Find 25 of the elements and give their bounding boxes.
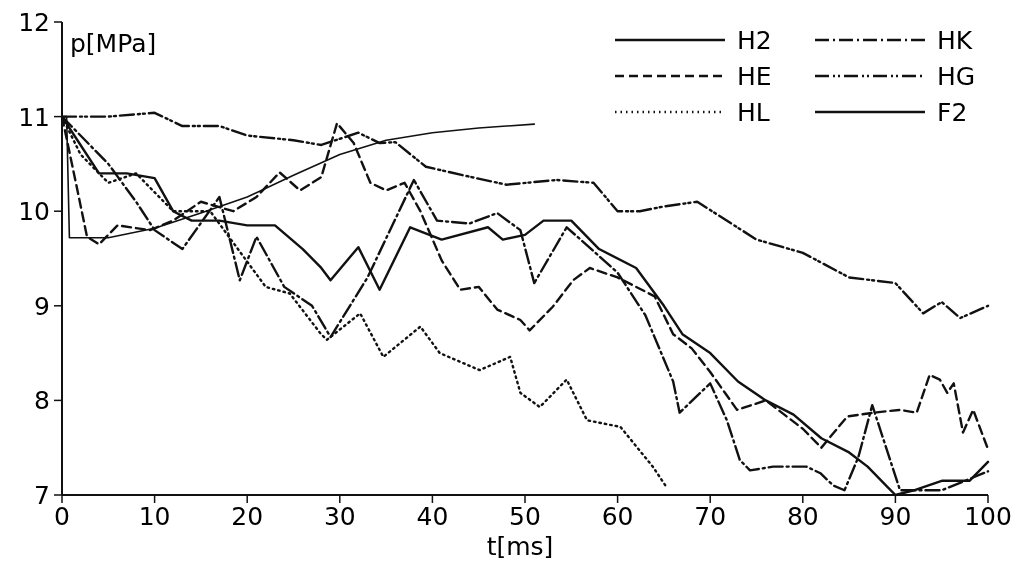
legend-label: HL bbox=[737, 98, 770, 127]
x-tick-label: 80 bbox=[786, 502, 819, 531]
y-tick-label: 11 bbox=[18, 102, 50, 132]
y-tick-label: 12 bbox=[18, 8, 50, 37]
legend-label: H2 bbox=[737, 26, 772, 55]
x-tick-label: 60 bbox=[601, 502, 634, 531]
y-axis-title: p[MPa] bbox=[70, 29, 157, 58]
x-tick-label: 20 bbox=[231, 502, 264, 531]
x-tick-label: 50 bbox=[509, 502, 541, 531]
y-tick-label: 7 bbox=[34, 481, 50, 510]
legend-label: F2 bbox=[937, 98, 968, 127]
y-tick-label: 9 bbox=[34, 291, 50, 321]
legend-label: HG bbox=[937, 62, 976, 91]
x-tick-label: 10 bbox=[138, 502, 171, 531]
x-tick-label: 90 bbox=[879, 502, 912, 531]
x-tick-label: 30 bbox=[323, 502, 356, 531]
x-tick-label: 70 bbox=[694, 502, 727, 531]
x-tick-label: 0 bbox=[54, 502, 70, 531]
legend-label: HK bbox=[937, 26, 973, 55]
y-tick-label: 8 bbox=[34, 386, 50, 416]
y-tick-label: 10 bbox=[18, 197, 50, 227]
x-tick-label: 100 bbox=[964, 502, 1012, 531]
x-tick-label: 40 bbox=[416, 502, 449, 531]
legend-label: HE bbox=[737, 62, 772, 91]
x-axis-title: t[ms] bbox=[486, 532, 554, 561]
